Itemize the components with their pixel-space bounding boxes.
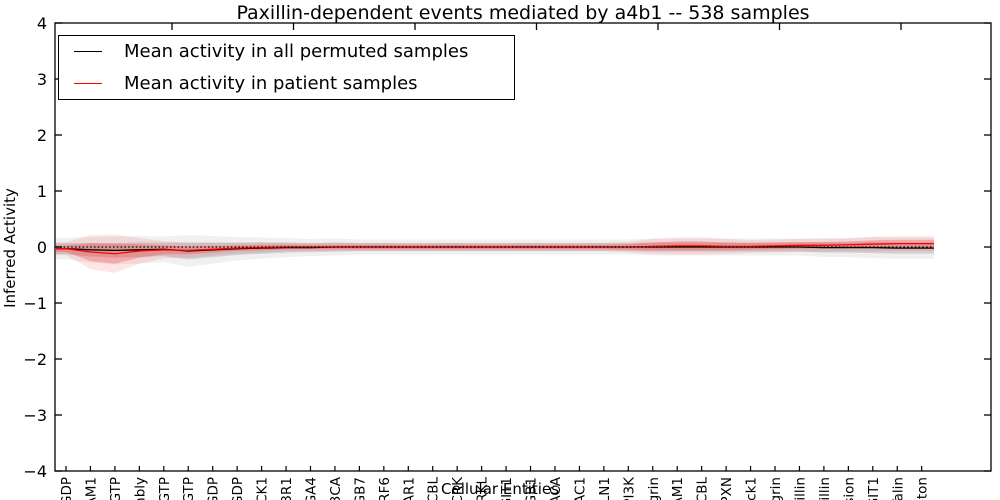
x-tick-label: alpha4/beta1 Integrin/Paxillin/GIT1 (866, 477, 882, 500)
y-tick-label: −2 (23, 350, 47, 369)
x-tick-label: VCAM1 (83, 477, 99, 500)
x-tick-label: cell adhesion (841, 477, 857, 500)
permuted-band-outer (56, 234, 934, 267)
x-tick-label: CRKL/CBL (695, 477, 711, 500)
x-tick-label: alpha4/beta1 Integrin/Paxillin/VCAM1 (670, 477, 686, 500)
x-tick-label: alpha4/beta7 Integrin (646, 477, 662, 500)
x-tick-label: PI3K (621, 476, 637, 500)
x-axis-label: Cellular Entities (441, 480, 559, 498)
chart-title: Paxillin-dependent events mediated by a4… (236, 2, 810, 24)
x-tick-label: CBL (426, 477, 442, 500)
x-tick-label: ARF6/GTP (157, 477, 173, 500)
x-tick-label: ITGB1 (524, 477, 540, 500)
patient-line-sample (74, 83, 102, 84)
y-tick-label: 3 (37, 70, 47, 89)
patient-band-outer (56, 234, 934, 273)
x-tick-label: mol:GDP (59, 477, 75, 500)
x-tick-label: PRKACA (548, 476, 564, 500)
y-tick-label: 0 (37, 238, 47, 257)
x-tick-label: alpha4/beta1 Integrin/Paxillin (817, 477, 833, 500)
x-tick-label: PIK3CA (328, 476, 344, 500)
x-tick-label: Rac1/GDP (230, 477, 246, 500)
y-tick-label: −4 (23, 462, 47, 481)
x-tick-label: CRKL (475, 477, 491, 500)
y-tick-label: 4 (37, 14, 47, 33)
x-tick-label: GIT1 (499, 477, 515, 500)
x-tick-label: BCAR1 (401, 477, 417, 500)
legend: Mean activity in all permuted samples Me… (58, 35, 515, 100)
x-tick-label: PIK3R1 (279, 477, 295, 500)
permuted-line-sample (74, 51, 102, 52)
x-tick-label: ITGB7 (352, 477, 368, 500)
legend-item-permuted: Mean activity in all permuted samples (59, 38, 514, 66)
y-tick-label: 2 (37, 126, 47, 145)
legend-label-patient: Mean activity in patient samples (124, 73, 418, 94)
x-tick-label: alpha4/beta7 Integrin/Paxillin (792, 477, 808, 500)
x-tick-label: CRK (450, 476, 466, 500)
x-tick-label: alpha4/beta1 Integrin/Paxillin/Talin/Act… (915, 477, 931, 500)
x-tick-label: ARF6 (377, 477, 393, 500)
x-tick-label: lamellipodium assembly (132, 477, 148, 500)
x-tick-label: alpha4/beta1 Integrin/Paxillin/Talin (890, 477, 906, 500)
x-tick-label: mol:GTP (181, 477, 197, 500)
x-tick-label: PXN (719, 477, 735, 500)
legend-item-patient: Mean activity in patient samples (59, 70, 514, 98)
x-tick-label: Rac1/GTP (108, 477, 124, 500)
y-tick-label: −1 (23, 294, 47, 313)
x-tick-label: TLN1 (597, 477, 613, 500)
y-tick-label: 1 (37, 182, 47, 201)
x-tick-label: alpha4/beta1 Integrin (768, 477, 784, 500)
x-tick-label: ARF6/GDP (206, 477, 222, 500)
x-tick-label: ITGA4 (303, 477, 319, 500)
legend-label-permuted: Mean activity in all permuted samples (124, 41, 469, 62)
y-tick-label: −3 (23, 406, 47, 425)
x-tick-label: p130Cas/Crk/Dock1 (744, 477, 760, 500)
x-tick-label: RAC1 (572, 477, 588, 500)
x-tick-label: DOCK1 (255, 477, 271, 500)
